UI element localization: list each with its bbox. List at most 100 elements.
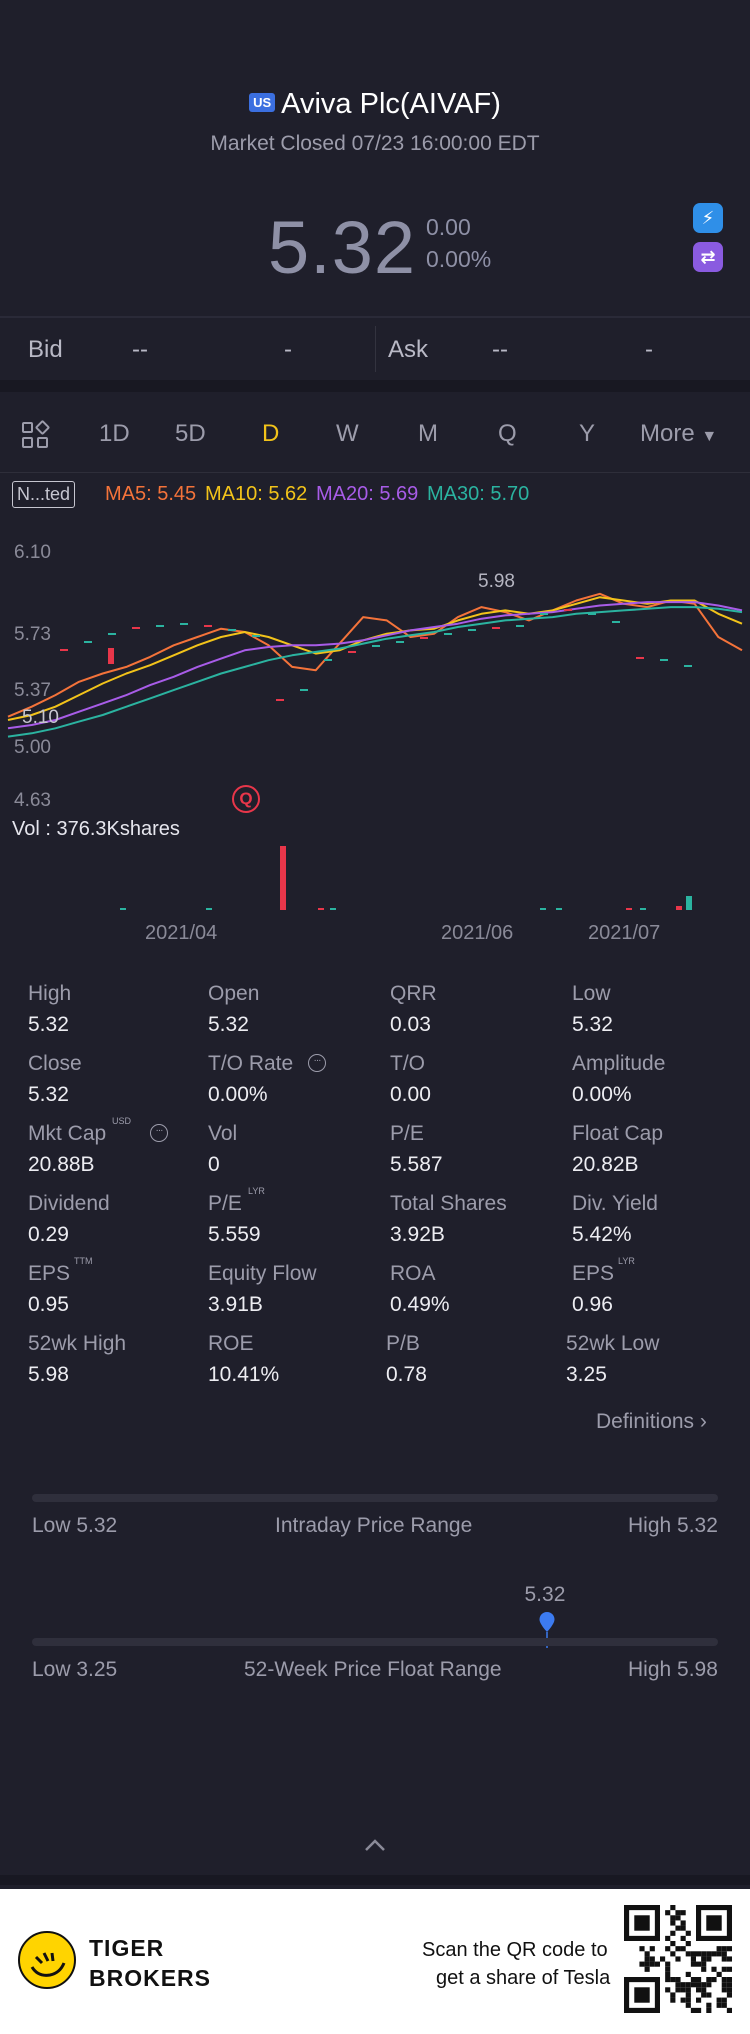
week52-range-track: [32, 1638, 718, 1646]
stat-label: T/O Rate: [208, 1052, 294, 1075]
stat-value: 20.82B: [572, 1153, 639, 1176]
market-badge: US: [249, 93, 276, 112]
tab-d[interactable]: D: [262, 420, 280, 447]
divider: [375, 326, 376, 372]
current-price-label: 5.10: [22, 707, 59, 728]
stat-superscript: USD: [112, 1116, 132, 1126]
stat-label: 52wk High: [28, 1332, 127, 1355]
current-price-marker-label: 5.32: [524, 1583, 566, 1606]
stat-label: T/O: [390, 1052, 425, 1075]
section-divider: [0, 1875, 750, 1885]
period-tabs: 1D 5D D W M Q Y More ▼: [0, 412, 750, 462]
stat-value: 5.32: [28, 1083, 69, 1106]
tab-m[interactable]: M: [418, 420, 438, 447]
stat-label: Amplitude: [572, 1052, 666, 1075]
y-tick: 5.73: [14, 624, 51, 645]
week52-high: High 5.98: [628, 1658, 718, 1681]
caret-down-icon: ▼: [701, 428, 718, 445]
stat-label: EPS: [572, 1262, 615, 1285]
stat-value: 5.587: [390, 1153, 443, 1176]
price-change: 0.00: [426, 214, 471, 240]
y-tick: 6.10: [14, 542, 51, 563]
stat-label: P/B: [386, 1332, 420, 1355]
stat-label: Mkt Cap: [28, 1122, 107, 1145]
earnings-marker[interactable]: Q: [232, 785, 260, 813]
definitions-link[interactable]: Definitions ›: [596, 1410, 707, 1434]
intraday-high: High 5.32: [628, 1514, 718, 1537]
stat-value: 0.95: [28, 1293, 69, 1316]
tab-y[interactable]: Y: [579, 420, 596, 447]
stat-label: Close: [28, 1052, 82, 1075]
cta-line2: get a share of Tesla: [436, 1967, 611, 1989]
qr-code[interactable]: [624, 1905, 732, 2013]
volume-bar: [676, 906, 682, 910]
stat-label: Dividend: [28, 1192, 110, 1215]
stat-label: Low: [572, 982, 611, 1005]
info-icon[interactable]: ···: [150, 1124, 168, 1142]
promo-banner[interactable]: TIGER BROKERS Scan the QR code to get a …: [0, 1889, 750, 2034]
volume-bar: [640, 908, 646, 910]
section-divider: [0, 380, 750, 392]
series-line-ma5: [7, 592, 743, 718]
lightning-icon[interactable]: ⚡: [693, 203, 723, 233]
last-price: 5.32: [268, 206, 417, 289]
ask-label: Ask: [388, 336, 429, 363]
intraday-low: Low 5.32: [32, 1514, 118, 1537]
definitions-label: Definitions: [596, 1410, 695, 1433]
x-tick: 2021/04: [145, 922, 218, 944]
series-line-ma30: [7, 606, 743, 738]
market-status: Market Closed 07/23 16:00:00 EDT: [210, 132, 540, 155]
stat-label: ROE: [208, 1332, 254, 1355]
price-chart[interactable]: [0, 530, 750, 930]
stat-value: 0.78: [386, 1363, 427, 1386]
ma30-label: MA30: 5.70: [427, 483, 530, 505]
stat-value: 5.32: [28, 1013, 69, 1036]
stat-value: 3.25: [566, 1363, 607, 1386]
stat-value: 5.42%: [572, 1223, 632, 1246]
ask-price: --: [492, 336, 508, 363]
grid-icon[interactable]: [22, 419, 51, 450]
stock-name: Aviva Plc(AIVAF): [281, 88, 501, 120]
adjust-mode-button[interactable]: N...ted: [12, 481, 76, 508]
tab-more[interactable]: More ▼: [640, 420, 717, 448]
tab-1d[interactable]: 1D: [99, 420, 130, 447]
cta-line1: Scan the QR code to: [422, 1939, 608, 1961]
stat-superscript: LYR: [248, 1186, 265, 1196]
y-tick: 4.63: [14, 790, 51, 811]
week52-low: Low 3.25: [32, 1658, 118, 1681]
stat-label: P/E: [208, 1192, 242, 1215]
y-tick: 5.37: [14, 680, 51, 701]
bid-ask-bar: Bid -- - Ask -- -: [0, 318, 750, 380]
bid-size: -: [284, 336, 292, 363]
chevron-right-icon: ›: [699, 1410, 707, 1433]
stat-value: 5.559: [208, 1223, 261, 1246]
stat-value: 5.98: [28, 1363, 69, 1386]
x-tick: 2021/06: [441, 922, 514, 944]
stat-value: 5.32: [572, 1013, 613, 1036]
chevron-up-icon[interactable]: [364, 1838, 386, 1852]
intraday-range-track: [32, 1494, 718, 1502]
stat-value: 0.96: [572, 1293, 613, 1316]
stat-value: 0.00: [390, 1083, 431, 1106]
stat-label: P/E: [390, 1122, 424, 1145]
volume-bar: [318, 908, 324, 910]
volume-bar: [280, 846, 286, 910]
tab-5d[interactable]: 5D: [175, 420, 206, 447]
stat-label: Total Shares: [390, 1192, 507, 1215]
ask-size: -: [645, 336, 653, 363]
stat-value: 0.00%: [208, 1083, 268, 1106]
stat-value: 0.03: [390, 1013, 431, 1036]
volume-label: Vol : 376.3Kshares: [12, 818, 180, 840]
swap-icon[interactable]: ⇄: [693, 242, 723, 272]
ma20-label: MA20: 5.69: [316, 483, 419, 505]
tiger-logo-icon: [18, 1931, 76, 1989]
stat-superscript: LYR: [618, 1256, 635, 1266]
tab-q[interactable]: Q: [498, 420, 517, 447]
tab-w[interactable]: W: [336, 420, 359, 447]
stat-label: Open: [208, 982, 260, 1005]
info-icon[interactable]: ···: [308, 1054, 326, 1072]
volume-bar: [330, 908, 336, 910]
volume-bar: [626, 908, 632, 910]
volume-bar: [540, 908, 546, 910]
divider: [0, 316, 750, 318]
